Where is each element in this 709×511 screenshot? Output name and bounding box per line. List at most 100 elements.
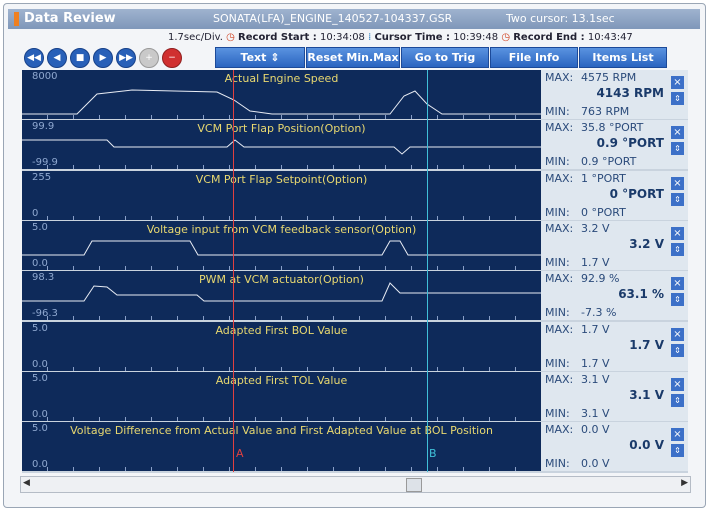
value-panel: MAX: 3.1 V 3.1 V MIN: 3.1 V × ⇕ bbox=[541, 371, 688, 423]
order-button[interactable]: ⇕ bbox=[671, 242, 684, 256]
min-value: 1.7 V bbox=[581, 356, 610, 370]
title-bar: Data Review SONATA(LFA)_ENGINE_140527-10… bbox=[8, 9, 700, 29]
max-value: 3.2 V bbox=[581, 221, 610, 235]
order-button[interactable]: ⇕ bbox=[671, 444, 684, 458]
toolbar-button[interactable]: Reset Min.Max bbox=[306, 47, 400, 68]
channel-title: VCM Port Flap Position(Option) bbox=[197, 122, 366, 136]
cursor-info: Two cursor: 13.1sec bbox=[506, 12, 615, 25]
close-button[interactable]: × bbox=[671, 377, 684, 391]
record-start: 10:34:08 bbox=[320, 32, 365, 43]
cursor-time: 10:39:48 bbox=[453, 32, 499, 43]
y-bottom-label: 0.0 bbox=[32, 459, 48, 471]
order-button[interactable]: ⇕ bbox=[671, 293, 684, 307]
y-bottom-label: -99.9 bbox=[32, 157, 58, 169]
close-button[interactable]: × bbox=[671, 428, 684, 442]
ticks bbox=[22, 467, 541, 472]
channel-title: VCM Port Flap Setpoint(Option) bbox=[195, 172, 368, 186]
min-label: MIN: bbox=[545, 306, 570, 320]
plot-area: 5.0 0.0 Adapted First TOL Value bbox=[22, 371, 541, 423]
max-label: MAX: bbox=[545, 221, 574, 235]
channel-title: Voltage Difference from Actual Value and… bbox=[70, 424, 493, 438]
app-icon bbox=[14, 12, 19, 26]
scroll-right[interactable]: ▶ bbox=[681, 478, 688, 488]
forward-button[interactable]: ▶▶ bbox=[116, 48, 136, 68]
max-label: MAX: bbox=[545, 423, 574, 437]
plot-area: 5.0 0.0 Voltage input from VCM feedback se… bbox=[22, 220, 541, 272]
channel-title: Adapted First BOL Value bbox=[215, 323, 348, 337]
plot-area: 99.9 -99.9 VCM Port Flap Position(Option) bbox=[22, 120, 541, 172]
trace bbox=[22, 139, 541, 155]
max-label: MAX: bbox=[545, 372, 574, 386]
min-value: 0.0 V bbox=[581, 457, 610, 471]
plot-area: 5.0 0.0 Voltage Difference from Actual Val… bbox=[22, 422, 541, 474]
value-panel: MAX: 3.2 V 3.2 V MIN: 1.7 V × ⇕ bbox=[541, 220, 688, 272]
play-button[interactable]: ▶ bbox=[93, 48, 113, 68]
scrollbar[interactable]: ◀ ▶ bbox=[20, 476, 691, 493]
scroll-left[interactable]: ◀ bbox=[23, 478, 30, 488]
max-value: 92.9 % bbox=[581, 272, 620, 286]
current-value: 3.1 V bbox=[629, 387, 664, 402]
close-button[interactable]: × bbox=[671, 176, 684, 190]
order-button[interactable]: ⇕ bbox=[671, 393, 684, 407]
y-bottom-label: 0.0 bbox=[32, 408, 48, 420]
min-value: 1.7 V bbox=[581, 255, 610, 269]
rewind-button[interactable]: ◀◀ bbox=[24, 48, 44, 68]
scroll-thumb[interactable] bbox=[406, 478, 422, 492]
close-button[interactable]: × bbox=[671, 226, 684, 240]
min-label: MIN: bbox=[545, 105, 570, 118]
toolbar-button[interactable]: Items List bbox=[579, 47, 667, 68]
order-button[interactable]: ⇕ bbox=[671, 92, 684, 105]
division: 1.7sec/Div. bbox=[168, 32, 223, 43]
y-bottom-label: -96.3 bbox=[32, 308, 58, 320]
trace bbox=[22, 89, 541, 115]
ticks bbox=[22, 416, 541, 421]
trace-line bbox=[22, 139, 541, 155]
y-bottom-label: 0.0 bbox=[32, 257, 48, 269]
stop-button[interactable]: ■ bbox=[70, 48, 90, 68]
max-label: MAX: bbox=[545, 272, 574, 286]
plot-area: 5.0 0.0 Adapted First BOL Value bbox=[22, 321, 541, 373]
max-value: 1 °PORT bbox=[581, 171, 626, 185]
current-value: 3.2 V bbox=[629, 236, 664, 251]
channel-title: PWM at VCM actuator(Option) bbox=[199, 273, 364, 287]
cursor-a bbox=[233, 70, 234, 472]
label: Record Start : bbox=[238, 32, 317, 43]
toolbar-button[interactable]: Text ⇕ bbox=[215, 47, 305, 68]
y-top-label: 5.0 bbox=[32, 221, 48, 233]
toolbar-button[interactable]: Go to Trig bbox=[401, 47, 489, 68]
trace-line bbox=[22, 282, 541, 302]
y-top-label: 8000 bbox=[32, 71, 58, 82]
value-panel: MAX: 35.8 °PORT 0.9 °PORT MIN: 0.9 °PORT × ⇕ bbox=[541, 120, 688, 172]
min-label: MIN: bbox=[545, 255, 570, 269]
ticks bbox=[22, 115, 541, 119]
channel-title: Voltage input from VCM feedback sensor(O… bbox=[146, 222, 417, 236]
max-value: 3.1 V bbox=[581, 372, 610, 386]
order-button[interactable]: ⇕ bbox=[671, 192, 684, 206]
zoom-out-button[interactable]: − bbox=[162, 48, 182, 68]
ticks bbox=[22, 165, 541, 170]
close-button[interactable]: × bbox=[671, 327, 684, 341]
order-button[interactable]: ⇕ bbox=[671, 142, 684, 156]
min-value: 0.9 °PORT bbox=[581, 155, 637, 169]
plot-area: 255 0 VCM Port Flap Setpoint(Option) bbox=[22, 170, 541, 222]
y-top-label: 255 bbox=[32, 171, 52, 183]
y-bottom-label: 0 bbox=[32, 207, 39, 219]
trace bbox=[22, 240, 541, 256]
value-panel: MAX: 0.0 V 0.0 V MIN: 0.0 V × ⇕ bbox=[541, 422, 688, 474]
ticks bbox=[22, 316, 541, 321]
order-button[interactable]: ⇕ bbox=[671, 343, 684, 357]
toolbar-button[interactable]: File Info bbox=[490, 47, 578, 68]
close-button[interactable]: × bbox=[671, 126, 684, 140]
close-button[interactable]: × bbox=[671, 76, 684, 89]
min-value: 0 °PORT bbox=[581, 205, 626, 219]
value-panel: MAX: 1.7 V 1.7 V MIN: 1.7 V × ⇕ bbox=[541, 321, 688, 373]
label: Cursor Time : bbox=[374, 32, 451, 43]
prev-button[interactable]: ◀ bbox=[47, 48, 67, 68]
close-button[interactable]: × bbox=[671, 277, 684, 291]
value-panel: MAX: 1 °PORT 0 °PORT MIN: 0 °PORT × ⇕ bbox=[541, 170, 688, 222]
trace-line bbox=[22, 240, 541, 256]
record-end: 10:43:47 bbox=[587, 32, 633, 43]
y-bottom-label: 0.0 bbox=[32, 358, 48, 370]
zoom-in-button[interactable]: + bbox=[139, 48, 159, 68]
current-value: 0.9 °PORT bbox=[596, 136, 664, 151]
